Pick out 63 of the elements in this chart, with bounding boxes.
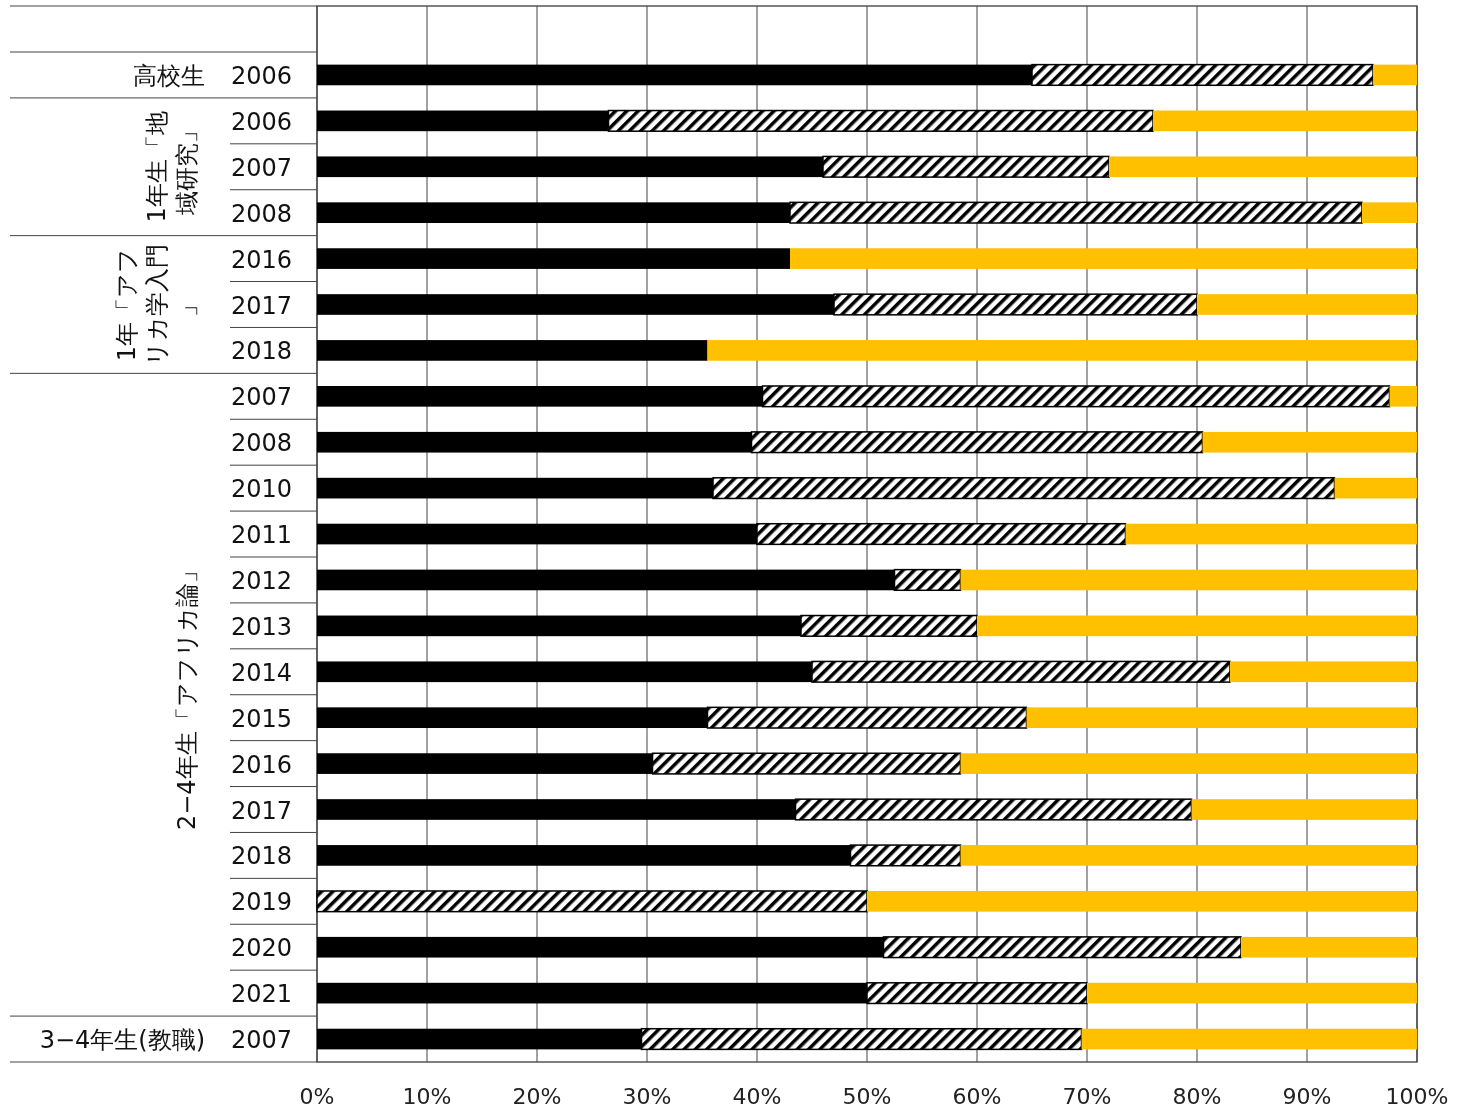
- bar: [1109, 156, 1417, 178]
- y-tick-label: 2017: [230, 796, 292, 825]
- bar: [707, 340, 1417, 361]
- bar: [960, 753, 1417, 774]
- x-tick-label: 60%: [952, 1084, 1002, 1108]
- text: 高校生: [133, 61, 205, 90]
- bar: [1241, 936, 1417, 958]
- y-tick-label: 2019: [230, 888, 292, 917]
- text: 3−4年生(教職): [39, 1026, 205, 1055]
- x-tick-label: 80%: [1172, 1084, 1222, 1108]
- bar: [1334, 477, 1417, 499]
- bar: [1389, 385, 1417, 407]
- bar: [1026, 707, 1417, 729]
- y-tick-label: 2014: [230, 658, 292, 687]
- x-tick-label: 40%: [732, 1084, 782, 1108]
- bar: [790, 248, 1417, 269]
- bar: [1191, 799, 1417, 820]
- y-tick-label: 2008: [230, 429, 292, 458]
- y-tick-label: 2007: [230, 153, 292, 182]
- bar: [1373, 64, 1417, 86]
- y-tick-label: 2018: [230, 337, 292, 366]
- x-tick-label: 30%: [622, 1084, 672, 1108]
- bar: [1087, 982, 1417, 1004]
- y-tick-label: 2016: [230, 750, 292, 779]
- bar: [1153, 110, 1417, 132]
- bar: [977, 615, 1417, 637]
- y-tick-label: 2007: [230, 383, 292, 412]
- x-tick-label: 0%: [299, 1084, 335, 1108]
- y-tick-label: 2013: [230, 612, 292, 641]
- y-tick-label: 2021: [230, 980, 292, 1009]
- y-tick-label: 2006: [230, 61, 292, 90]
- x-tick-label: 90%: [1282, 1084, 1332, 1108]
- bar: [317, 340, 708, 361]
- y-tick-label: 2007: [230, 1026, 292, 1055]
- bar: [960, 569, 1417, 591]
- bar: [1202, 431, 1417, 453]
- bar: [1230, 661, 1417, 683]
- bar: [1081, 1028, 1417, 1050]
- y-tick-label: 2016: [230, 245, 292, 274]
- x-tick-label: 70%: [1062, 1084, 1112, 1108]
- x-tick-label: 50%: [842, 1084, 892, 1108]
- x-tick-label: 100%: [1385, 1084, 1449, 1108]
- text: 2−4年生「アフリカ論」: [173, 559, 202, 831]
- y-tick-label: 2006: [230, 107, 292, 136]
- bar: [1197, 294, 1417, 315]
- text: 1年生「地域研究」: [143, 111, 202, 223]
- bar: [960, 845, 1417, 866]
- y-tick-label: 2010: [230, 475, 292, 504]
- y-tick-label: 2018: [230, 842, 292, 871]
- y-tick-label: 2008: [230, 199, 292, 228]
- y-tick-label: 2012: [230, 566, 292, 595]
- x-tick-label: 20%: [512, 1084, 562, 1108]
- bar: [1125, 523, 1417, 545]
- bar: [1362, 202, 1417, 224]
- y-tick-label: 2011: [230, 521, 292, 550]
- bar: [317, 248, 790, 269]
- x-tick-label: 10%: [402, 1084, 452, 1108]
- y-tick-label: 2020: [230, 934, 292, 963]
- y-tick-label: 2015: [230, 704, 292, 733]
- bar: [316, 890, 868, 913]
- text: 1年「アフリカ学入門」: [113, 243, 202, 366]
- y-tick-label: 2017: [230, 291, 292, 320]
- bar: [867, 890, 1417, 912]
